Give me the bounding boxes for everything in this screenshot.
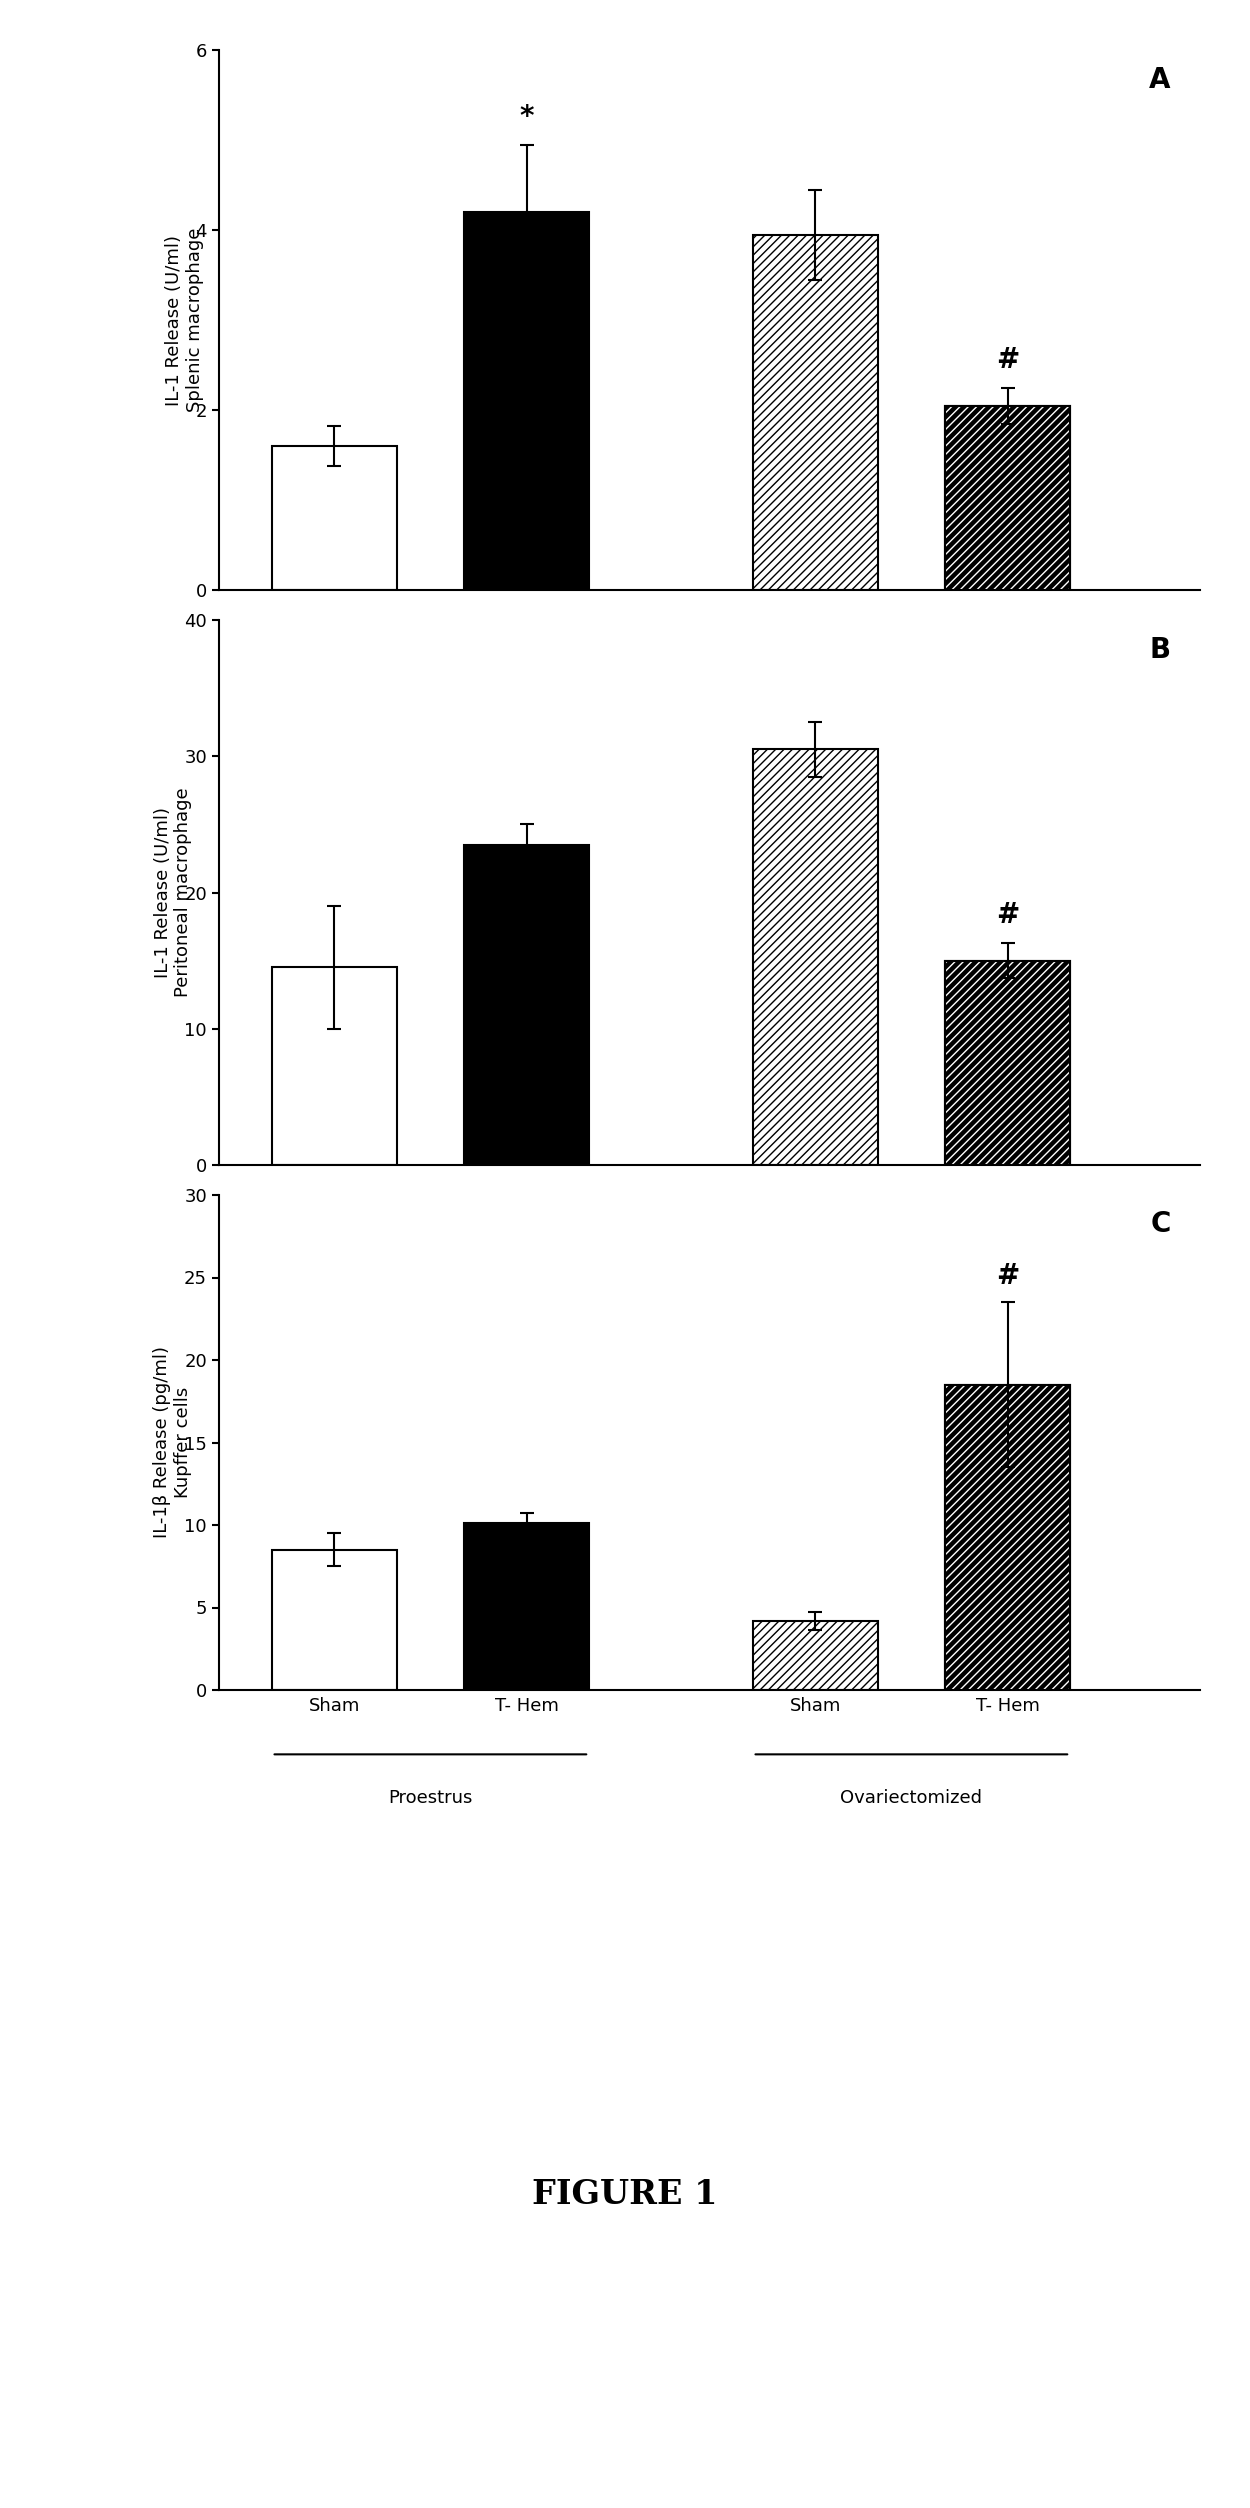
Bar bbox=[945, 406, 1070, 589]
Text: #: # bbox=[996, 1262, 1019, 1289]
Bar bbox=[271, 968, 396, 1166]
Bar bbox=[945, 406, 1070, 589]
Bar bbox=[945, 1384, 1070, 1690]
Bar bbox=[464, 213, 589, 589]
Text: FIGURE 1: FIGURE 1 bbox=[532, 2177, 718, 2212]
Text: C: C bbox=[1150, 1209, 1170, 1239]
Bar bbox=[271, 446, 396, 589]
Bar bbox=[945, 1384, 1070, 1690]
Bar bbox=[464, 1522, 589, 1690]
Bar bbox=[945, 406, 1070, 589]
Text: #: # bbox=[996, 900, 1019, 930]
Bar bbox=[945, 961, 1070, 1166]
Bar bbox=[752, 236, 878, 589]
Bar bbox=[945, 1384, 1070, 1690]
Text: Ovariectomized: Ovariectomized bbox=[840, 1788, 982, 1806]
Y-axis label: IL-1β Release (pg/ml)
Kupffer cells: IL-1β Release (pg/ml) Kupffer cells bbox=[154, 1347, 192, 1537]
Bar bbox=[271, 1550, 396, 1690]
Text: A: A bbox=[1149, 65, 1170, 95]
Bar bbox=[464, 845, 589, 1166]
Y-axis label: IL-1 Release (U/ml)
Splenic macrophage: IL-1 Release (U/ml) Splenic macrophage bbox=[165, 228, 204, 411]
Y-axis label: IL-1 Release (U/ml)
Peritoneal macrophage: IL-1 Release (U/ml) Peritoneal macrophag… bbox=[154, 788, 192, 998]
Text: *: * bbox=[519, 103, 534, 130]
Text: #: # bbox=[996, 346, 1019, 374]
Text: B: B bbox=[1150, 637, 1170, 665]
Bar bbox=[752, 750, 878, 1166]
Bar bbox=[945, 961, 1070, 1166]
Text: Proestrus: Proestrus bbox=[389, 1788, 472, 1806]
Bar bbox=[752, 1620, 878, 1690]
Bar bbox=[945, 961, 1070, 1166]
